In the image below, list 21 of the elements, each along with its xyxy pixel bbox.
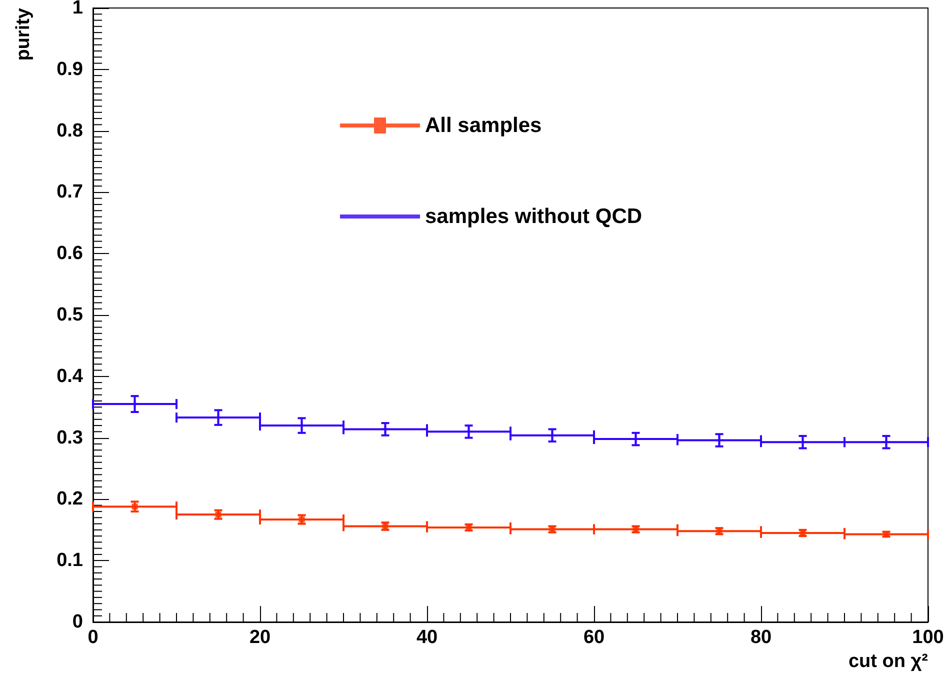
y-tick-label: 0.4 xyxy=(56,366,84,387)
y-tick-label: 0.1 xyxy=(56,550,84,572)
y-tick-label: 1 xyxy=(72,0,84,18)
legend-label: All samples xyxy=(425,114,542,137)
y-tick-label: 0.9 xyxy=(56,58,83,80)
legend-label: samples without QCD xyxy=(425,205,642,228)
x-axis-title: cut on χ² xyxy=(848,651,928,672)
y-tick-label: 0.3 xyxy=(56,427,83,448)
x-tick-label: 80 xyxy=(750,627,772,648)
y-tick-label: 0.7 xyxy=(56,182,83,203)
x-tick-label: 0 xyxy=(88,627,98,648)
y-tick-label: 0 xyxy=(72,612,83,632)
x-tick-label: 100 xyxy=(912,627,944,648)
y-axis-title: purity xyxy=(13,8,34,61)
y-tick-label: 0.5 xyxy=(56,304,84,326)
y-tick-label: 0.6 xyxy=(56,243,83,264)
x-tick-label: 60 xyxy=(583,627,605,648)
y-tick-label: 0.8 xyxy=(56,120,83,142)
y-tick-label: 0.2 xyxy=(56,488,83,510)
x-tick-label: 20 xyxy=(249,627,271,648)
x-tick-label: 40 xyxy=(416,627,438,648)
